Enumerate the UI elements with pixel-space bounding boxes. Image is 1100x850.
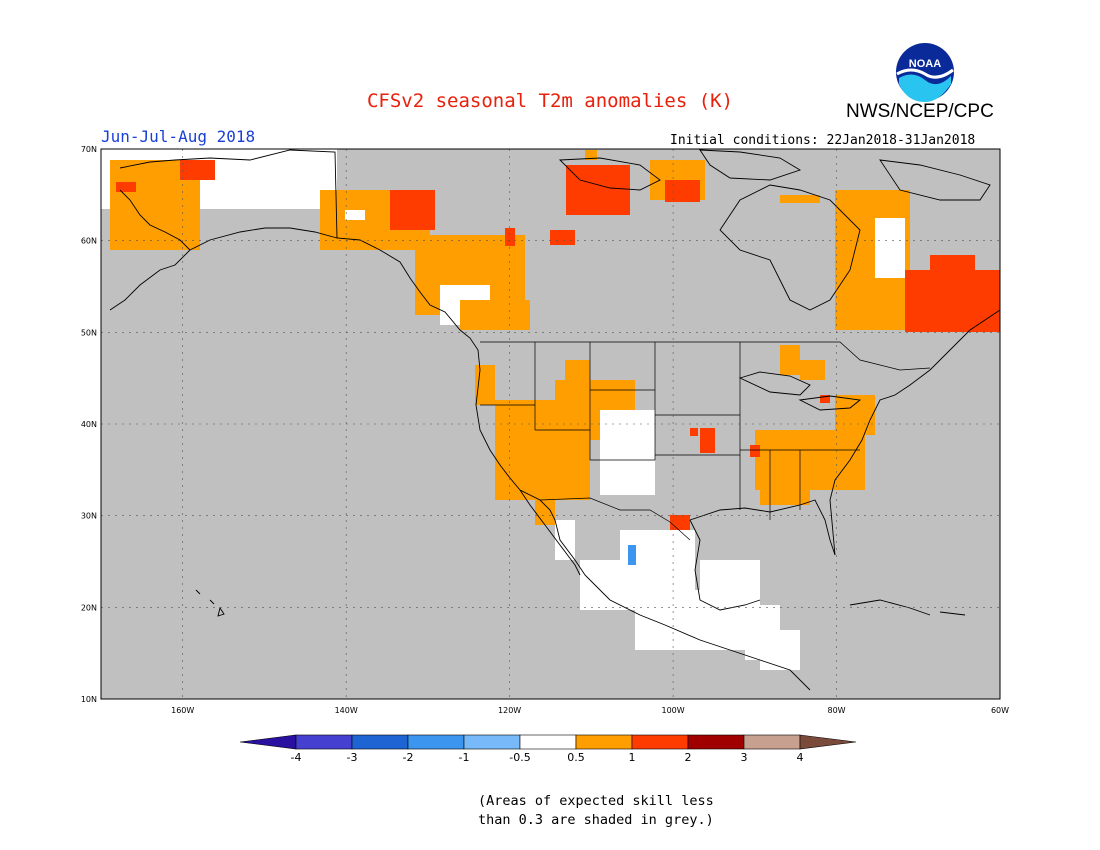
anomaly-patch <box>628 545 636 565</box>
anomaly-patch <box>475 365 495 405</box>
anomaly-patch <box>460 300 530 330</box>
colorbar-segment <box>687 734 745 750</box>
colorbar-arrow-left <box>239 734 297 750</box>
lat-label-30N: 30N <box>81 512 97 521</box>
colorbar-segment <box>351 734 409 750</box>
map-frame <box>100 148 1001 700</box>
anomaly-patch <box>550 230 575 245</box>
anomaly-patch <box>566 165 630 215</box>
anomaly-patch <box>875 218 905 278</box>
anomaly-patch <box>800 360 825 380</box>
anomaly-patch <box>780 345 800 375</box>
anomaly-patch <box>180 160 215 180</box>
lat-label-70N: 70N <box>81 145 97 154</box>
lon-label-140W: 140W <box>335 706 358 715</box>
colorbar-segment <box>295 734 353 750</box>
lat-label-60N: 60N <box>81 237 97 246</box>
colorbar-segment <box>519 734 577 750</box>
colorbar-segment <box>463 734 521 750</box>
colorbar-label: 3 <box>741 751 748 764</box>
anomaly-patch <box>690 428 698 436</box>
anomaly-patch <box>555 520 575 560</box>
lat-label-20N: 20N <box>81 603 97 612</box>
colorbar-label: 1 <box>629 751 636 764</box>
anomaly-patch <box>700 428 715 453</box>
longitude-labels: 160W 140W 120W 100W 80W 60W <box>171 706 1009 715</box>
anomaly-patch <box>780 195 820 203</box>
latitude-labels: 70N 60N 50N 40N 30N 20N 10N <box>81 145 97 704</box>
colorbar-segment <box>743 734 801 750</box>
anomaly-patch <box>760 475 810 505</box>
colorbar-label: -0.5 <box>509 751 530 764</box>
anomaly-patch <box>820 395 830 403</box>
anomaly-patch <box>835 395 875 435</box>
footnote-line-1: (Areas of expected skill less <box>478 793 714 809</box>
colorbar-label: 0.5 <box>567 751 585 764</box>
lat-label-40N: 40N <box>81 420 97 429</box>
colorbar-segment <box>407 734 465 750</box>
anomaly-patch <box>505 228 515 246</box>
colorbar-segment <box>575 734 633 750</box>
lon-label-60W: 60W <box>991 706 1009 715</box>
colorbar-label: 4 <box>797 751 804 764</box>
colorbar-label: 2 <box>685 751 692 764</box>
anomaly-patch <box>345 210 365 220</box>
agency-label: NWS/NCEP/CPC <box>846 101 994 122</box>
anomaly-patch <box>760 630 800 670</box>
lat-label-50N: 50N <box>81 328 97 337</box>
anomaly-patch <box>610 420 650 440</box>
season-label: Jun-Jul-Aug 2018 <box>101 127 256 146</box>
map-title: CFSv2 seasonal T2m anomalies (K) <box>366 90 734 112</box>
anomaly-patch <box>390 190 435 230</box>
colorbar-segment <box>631 734 689 750</box>
anomaly-patch <box>930 255 975 285</box>
political-borders <box>480 341 931 541</box>
colorbar-label: -3 <box>347 751 358 764</box>
lon-label-80W: 80W <box>827 706 845 715</box>
anomaly-patch <box>535 495 555 525</box>
colorbar-label: -2 <box>403 751 414 764</box>
colorbar-label: -4 <box>291 751 302 764</box>
lat-label-10N: 10N <box>81 695 97 704</box>
footnote-line-2: than 0.3 are shaded in grey.) <box>478 812 714 828</box>
anomaly-shading <box>101 149 1000 670</box>
coastlines <box>109 149 1001 691</box>
anomaly-patch <box>750 445 760 457</box>
noaa-logo: NOAA <box>894 41 956 103</box>
anomaly-patch <box>565 360 590 380</box>
svg-text:NOAA: NOAA <box>909 58 941 70</box>
lon-label-100W: 100W <box>661 706 684 715</box>
lon-label-160W: 160W <box>171 706 194 715</box>
colorbar: -4 -3 -2 -1 -0.5 0.5 1 2 3 4 <box>239 734 857 764</box>
graticule <box>101 149 1000 699</box>
colorbar-arrow-right <box>799 734 857 750</box>
initial-conditions-label: Initial conditions: 22Jan2018-31Jan2018 <box>670 133 976 148</box>
skill-footnote: (Areas of expected skill less than 0.3 a… <box>478 792 714 830</box>
colorbar-label: -1 <box>459 751 470 764</box>
anomaly-patch <box>116 182 136 192</box>
anomaly-patch <box>585 150 597 160</box>
anomaly-patch <box>665 180 700 202</box>
lon-label-120W: 120W <box>498 706 521 715</box>
